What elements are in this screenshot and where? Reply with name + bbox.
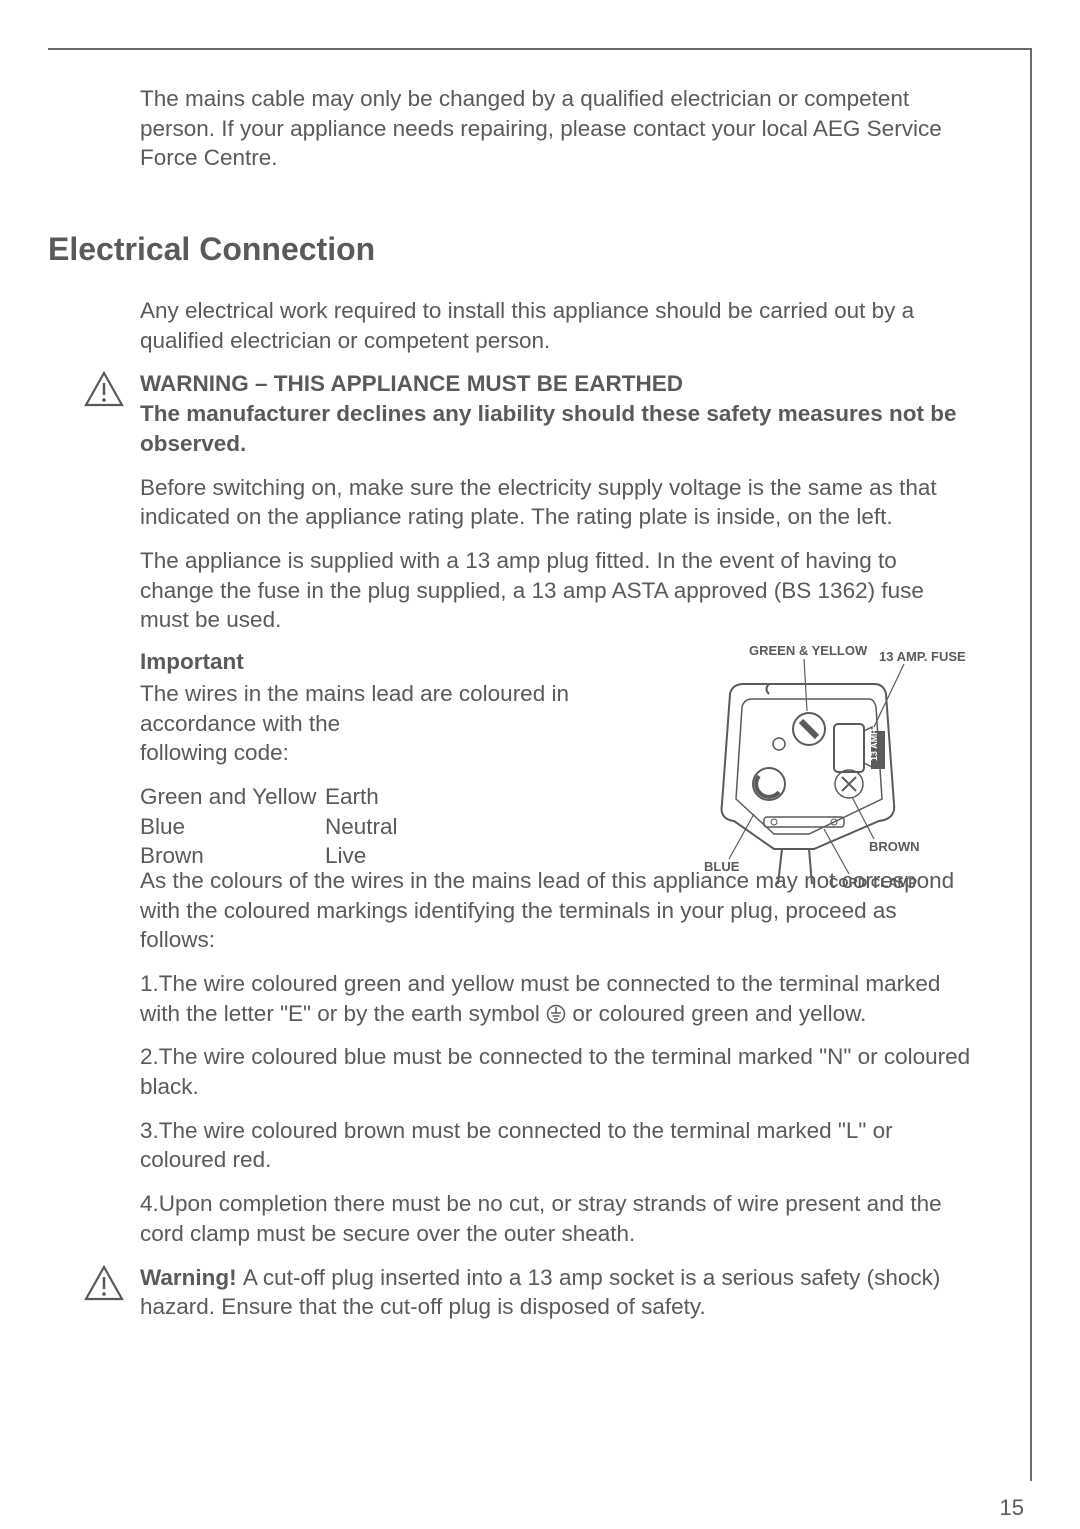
important-label: Important <box>140 649 664 675</box>
warning-2-rest: A cut-off plug inserted into a 13 amp so… <box>140 1265 940 1320</box>
paragraph-3: The appliance is supplied with a 13 amp … <box>140 546 974 635</box>
diagram-label-brown: BROWN <box>869 839 920 854</box>
warning-1-text: WARNING – THIS APPLIANCE MUST BE EARTHED… <box>140 369 974 458</box>
warning-block-2: Warning! A cut-off plug inserted into a … <box>140 1263 974 1322</box>
color-role: Earth <box>325 782 379 812</box>
color-code-table: Green and Yellow Earth Blue Neutral Brow… <box>140 782 664 871</box>
earth-symbol-icon <box>546 1004 566 1024</box>
warning-triangle-icon <box>84 1265 124 1301</box>
table-row: Blue Neutral <box>140 812 664 842</box>
warning-1-line2: The manufacturer declines any liability … <box>140 401 957 456</box>
step-4: 4.Upon completion there must be no cut, … <box>140 1189 974 1248</box>
intro-paragraph: The mains cable may only be changed by a… <box>140 84 974 173</box>
warning-2-text: Warning! A cut-off plug inserted into a … <box>140 1263 974 1322</box>
diagram-label-13amp: 13 AMP <box>869 729 879 761</box>
warning-block-1: WARNING – THIS APPLIANCE MUST BE EARTHED… <box>140 369 974 458</box>
warning-1-line1: WARNING – THIS APPLIANCE MUST BE EARTHED <box>140 371 683 396</box>
diagram-label-fuse: 13 AMP. FUSE <box>879 649 966 664</box>
content-area: The mains cable may only be changed by a… <box>48 50 1030 1322</box>
paragraph-1: Any electrical work required to install … <box>140 296 974 355</box>
step-1: 1.The wire coloured green and yellow mus… <box>140 969 974 1028</box>
step-1-text-b: or coloured green and yellow. <box>566 1001 866 1026</box>
color-name: Green and Yellow <box>140 782 325 812</box>
diagram-label-green-yellow: GREEN & YELLOW <box>749 643 868 658</box>
paragraph-2: Before switching on, make sure the elect… <box>140 473 974 532</box>
color-role: Neutral <box>325 812 398 842</box>
color-name: Blue <box>140 812 325 842</box>
warning-triangle-icon <box>84 371 124 407</box>
paragraph-colours: As the colours of the wires in the mains… <box>140 866 974 955</box>
table-row: Green and Yellow Earth <box>140 782 664 812</box>
page-number: 15 <box>1000 1495 1024 1521</box>
wires-text-column: Important The wires in the mains lead ar… <box>140 649 664 885</box>
step-3: 3.The wire coloured brown must be connec… <box>140 1116 974 1175</box>
wires-intro: The wires in the mains lead are coloured… <box>140 679 664 768</box>
page-frame: The mains cable may only be changed by a… <box>48 48 1032 1481</box>
section-heading: Electrical Connection <box>48 231 974 268</box>
plug-wiring-diagram: GREEN & YELLOW 13 AMP. FUSE 13 AMP BROWN… <box>674 639 974 904</box>
step-2: 2.The wire coloured blue must be connect… <box>140 1042 974 1101</box>
warning-2-bold: Warning! <box>140 1265 243 1290</box>
